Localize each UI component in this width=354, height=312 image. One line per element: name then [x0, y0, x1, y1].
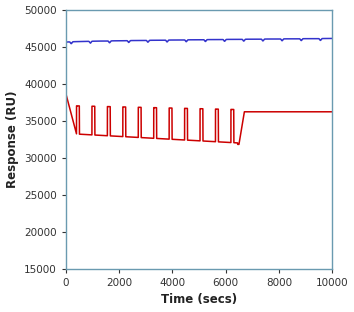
Y-axis label: Response (RU): Response (RU) [6, 90, 18, 188]
X-axis label: Time (secs): Time (secs) [161, 294, 237, 306]
